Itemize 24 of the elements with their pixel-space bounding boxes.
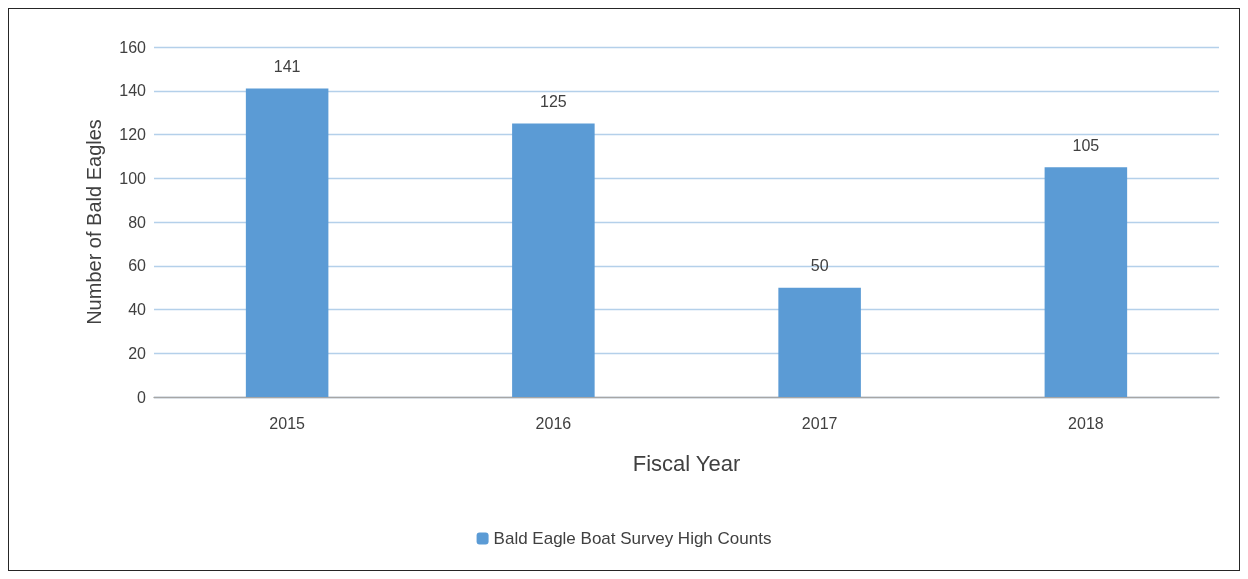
y-tick-label: 100 bbox=[119, 169, 147, 187]
x-tick-label: 2017 bbox=[801, 414, 838, 432]
bar bbox=[778, 287, 861, 397]
x-tick-label: 2018 bbox=[1068, 414, 1104, 432]
x-axis-title: Fiscal Year bbox=[632, 450, 741, 476]
y-tick-label: 60 bbox=[128, 257, 147, 275]
x-tick-label: 2015 bbox=[269, 414, 306, 432]
bar bbox=[1044, 167, 1128, 397]
y-axis-title: Number of Bald Eagles bbox=[83, 119, 105, 325]
data-label: 105 bbox=[1072, 136, 1100, 154]
x-tick-label: 2016 bbox=[535, 414, 572, 432]
y-tick-label: 0 bbox=[137, 388, 147, 406]
y-tick-label: 40 bbox=[128, 301, 147, 318]
data-label: 50 bbox=[810, 257, 829, 275]
legend-label: Bald Eagle Boat Survey High Counts bbox=[493, 529, 772, 548]
y-tick-label: 20 bbox=[128, 344, 147, 362]
y-tick-label: 120 bbox=[119, 126, 147, 143]
data-label: 141 bbox=[273, 58, 301, 76]
bar bbox=[245, 88, 329, 397]
y-tick-label: 80 bbox=[128, 213, 147, 231]
y-tick-label: 160 bbox=[119, 38, 147, 56]
bar bbox=[512, 123, 595, 397]
y-tick-label: 140 bbox=[119, 82, 147, 100]
data-label: 125 bbox=[540, 93, 567, 111]
